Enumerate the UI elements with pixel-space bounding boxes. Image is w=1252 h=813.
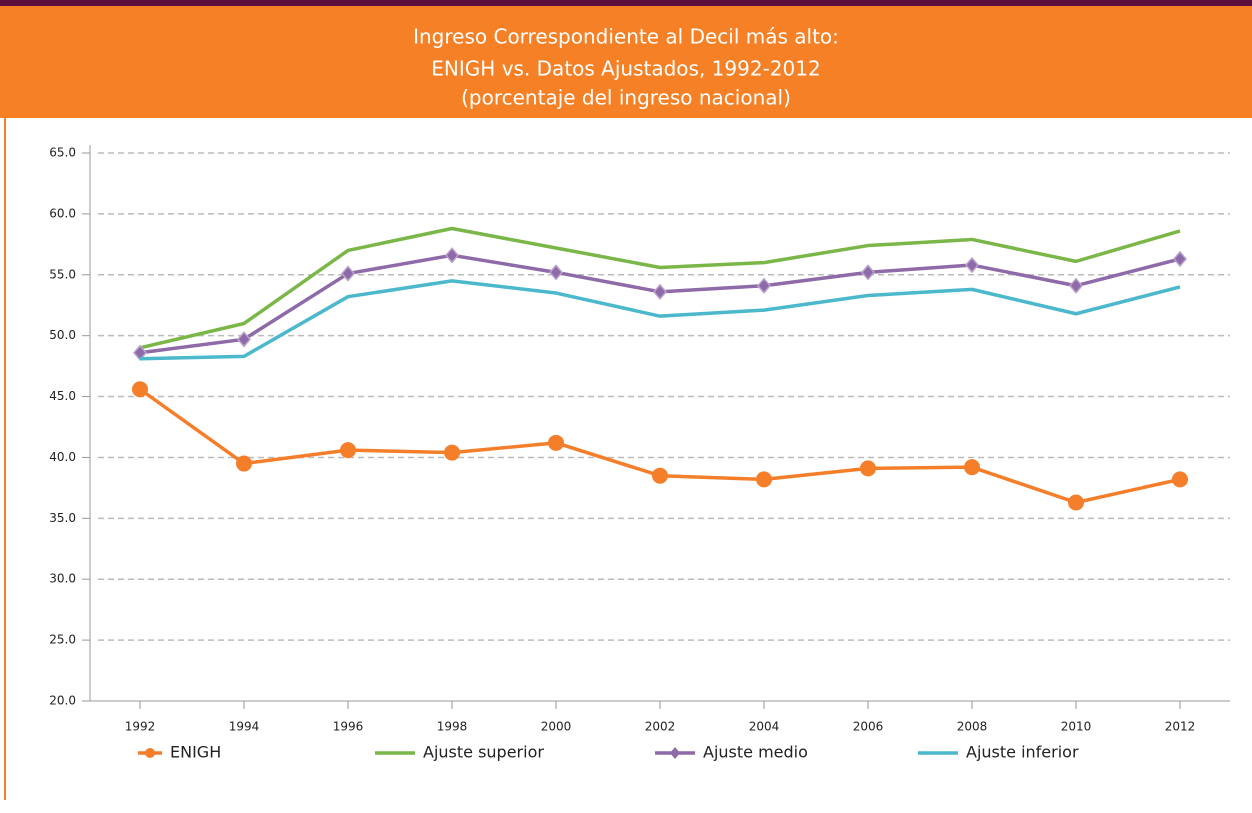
data-point (652, 467, 668, 484)
data-point (653, 283, 667, 300)
legend-label: Ajuste inferior (966, 743, 1079, 762)
series-line (139, 279, 1181, 361)
data-point (1069, 277, 1083, 294)
x-tick-label: 2000 (541, 720, 572, 734)
data-point (1172, 471, 1188, 488)
x-tick-label: 1994 (229, 720, 260, 734)
legend-label: Ajuste medio (703, 743, 808, 762)
header (0, 6, 1252, 118)
y-tick-label: 40.0 (49, 450, 76, 464)
data-point (1068, 494, 1084, 511)
data-point (445, 247, 459, 264)
data-point (756, 471, 772, 488)
data-point (860, 460, 876, 477)
top-bar (0, 0, 1252, 6)
data-point (757, 277, 771, 294)
y-tick-label: 30.0 (49, 572, 76, 586)
legend-label: ENIGH (170, 743, 221, 762)
y-tick-label: 25.0 (49, 633, 76, 647)
x-tick-label: 1992 (125, 720, 156, 734)
data-point (444, 444, 460, 461)
data-point (341, 265, 355, 282)
chart-title: ENIGH vs. Datos Ajustados, 1992-2012 (431, 57, 820, 81)
x-tick-label: 2006 (853, 720, 884, 734)
y-tick-label: 55.0 (49, 267, 76, 281)
data-point (1173, 250, 1187, 268)
data-point (132, 381, 148, 398)
data-point (861, 264, 875, 281)
x-tick-label: 2010 (1061, 720, 1092, 734)
x-tick-label: 2002 (645, 720, 676, 734)
x-tick-label: 1996 (333, 720, 364, 734)
x-tick-label: 2004 (749, 720, 780, 734)
data-point (237, 331, 251, 348)
data-point (548, 434, 564, 451)
series-line (139, 253, 1181, 355)
series-line (139, 226, 1181, 350)
chart-subtitle: (porcentaje del ingreso nacional) (461, 86, 791, 110)
x-tick-label: 1998 (437, 720, 468, 734)
y-tick-label: 35.0 (49, 511, 76, 525)
chart-title: Ingreso Correspondiente al Decil más alt… (413, 25, 839, 49)
data-point (236, 455, 252, 472)
x-tick-label: 2012 (1165, 720, 1196, 734)
y-tick-label: 65.0 (49, 146, 76, 160)
y-tick-label: 20.0 (49, 694, 76, 708)
data-point (549, 264, 563, 281)
data-point (965, 256, 979, 274)
data-point (340, 442, 356, 459)
legend-label: Ajuste superior (423, 743, 544, 762)
series-line (138, 387, 1181, 505)
data-point (133, 344, 147, 361)
y-tick-label: 60.0 (49, 206, 76, 220)
legend-marker (670, 747, 680, 759)
data-point (964, 459, 980, 476)
legend-marker (145, 748, 155, 758)
y-tick-label: 50.0 (49, 328, 76, 342)
x-tick-label: 2008 (957, 720, 988, 734)
y-tick-label: 45.0 (49, 389, 76, 403)
